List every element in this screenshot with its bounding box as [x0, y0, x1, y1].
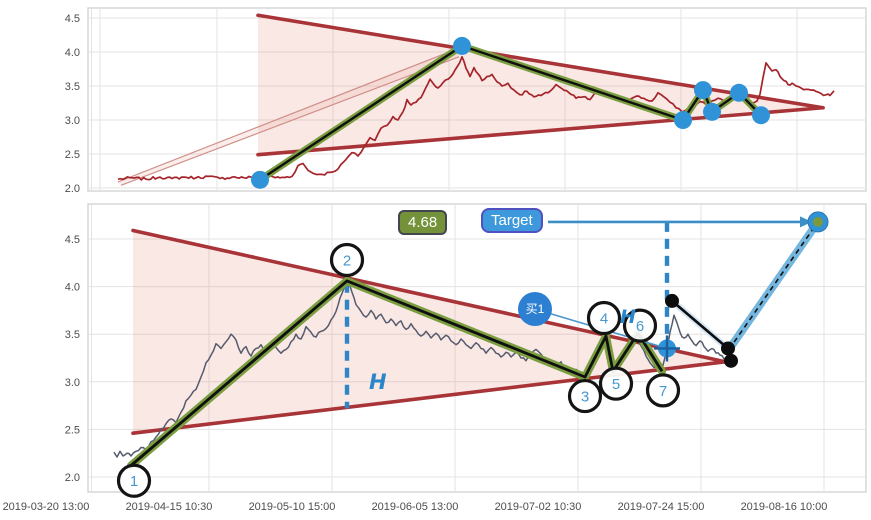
- y-tick-label: 3.5: [65, 81, 80, 93]
- projection-line-core: [728, 221, 819, 350]
- breakout-dot: [724, 353, 738, 368]
- wedge-fill: [133, 230, 725, 434]
- wave-number-5: 5: [612, 376, 620, 393]
- pivot-dot: [453, 36, 471, 55]
- y-tick-label: 3.0: [65, 377, 80, 389]
- wave-circle-3: [567, 378, 603, 414]
- wave-number-2: 2: [343, 252, 351, 269]
- wave-circle-4: [586, 300, 622, 336]
- price-line: [113, 282, 732, 458]
- wave-number-3: 3: [581, 388, 589, 405]
- pivot-dot: [251, 170, 269, 189]
- wave-circle-1: [116, 463, 152, 498]
- pivot-dot: [694, 81, 712, 100]
- target-arrow-head: [800, 216, 812, 228]
- x-tick-label: 2019-06-05 13:00: [372, 501, 459, 513]
- y-tick-label: 2.0: [65, 183, 80, 195]
- price-line: [117, 55, 835, 181]
- height-value-badge[interactable]: 4.68: [398, 210, 448, 235]
- x-tick-label: 2019-04-15 10:30: [126, 501, 213, 513]
- x-tick-label: 2019-05-10 15:00: [249, 501, 336, 513]
- channel-line: [120, 56, 460, 186]
- target-badge[interactable]: Target: [481, 208, 543, 233]
- wave-number-4: 4: [600, 310, 608, 327]
- x-tick-label: 2019-03-20 13:00: [3, 501, 90, 513]
- wedge-trendline: [256, 105, 825, 157]
- x-tick-label: 2019-07-02 10:30: [495, 501, 582, 513]
- breakout-dot: [665, 293, 679, 308]
- wedge-trendline: [256, 13, 825, 110]
- wedge-fill: [258, 15, 823, 155]
- y-tick-label: 4.5: [65, 13, 80, 25]
- y-tick-label: 2.0: [65, 472, 80, 484]
- y-tick-label: 4.0: [65, 47, 80, 59]
- panel-detail: 1 2 3 4 5 6 7 2.0 2.5 3.0 3.5 4.0 4.5: [65, 203, 867, 498]
- wave-circle-7: [645, 373, 681, 408]
- y-tick-label: 4.0: [65, 282, 80, 294]
- wave-circle-6: [622, 308, 658, 343]
- y-tick-label: 3.5: [65, 329, 80, 341]
- pivot-dot: [730, 83, 748, 102]
- channel-fill: [118, 49, 459, 186]
- wave-number-7: 7: [659, 383, 667, 400]
- pivot-dot: [674, 111, 692, 130]
- wave-circle-2: [329, 242, 365, 278]
- wave-circle-5: [598, 366, 634, 401]
- panel-overview: 2.0 2.5 3.0 3.5 4.0 4.5: [65, 7, 867, 195]
- x-tick-label: 2019-08-16 10:00: [741, 501, 828, 513]
- y-tick-label: 2.5: [65, 149, 80, 161]
- breakout-dot: [721, 341, 735, 356]
- wave-number-6: 6: [636, 318, 644, 335]
- y-tick-label: 4.5: [65, 234, 80, 246]
- y-tick-label: 2.5: [65, 424, 80, 436]
- channel-line: [117, 48, 457, 183]
- plot-area-detail[interactable]: [87, 203, 867, 493]
- target-dot-core: [813, 216, 823, 227]
- height-h-label-1: H: [369, 370, 387, 394]
- buy-signal-badge[interactable]: 买1: [518, 292, 552, 326]
- wedge-trendline: [131, 228, 727, 364]
- pivot-dot: [703, 102, 721, 121]
- wave-number-1: 1: [130, 473, 138, 490]
- y-tick-label: 3.0: [65, 115, 80, 127]
- height-h-label-2: H: [620, 306, 636, 328]
- pivot-dot: [752, 106, 770, 125]
- x-tick-label: 2019-07-24 15:00: [618, 501, 705, 513]
